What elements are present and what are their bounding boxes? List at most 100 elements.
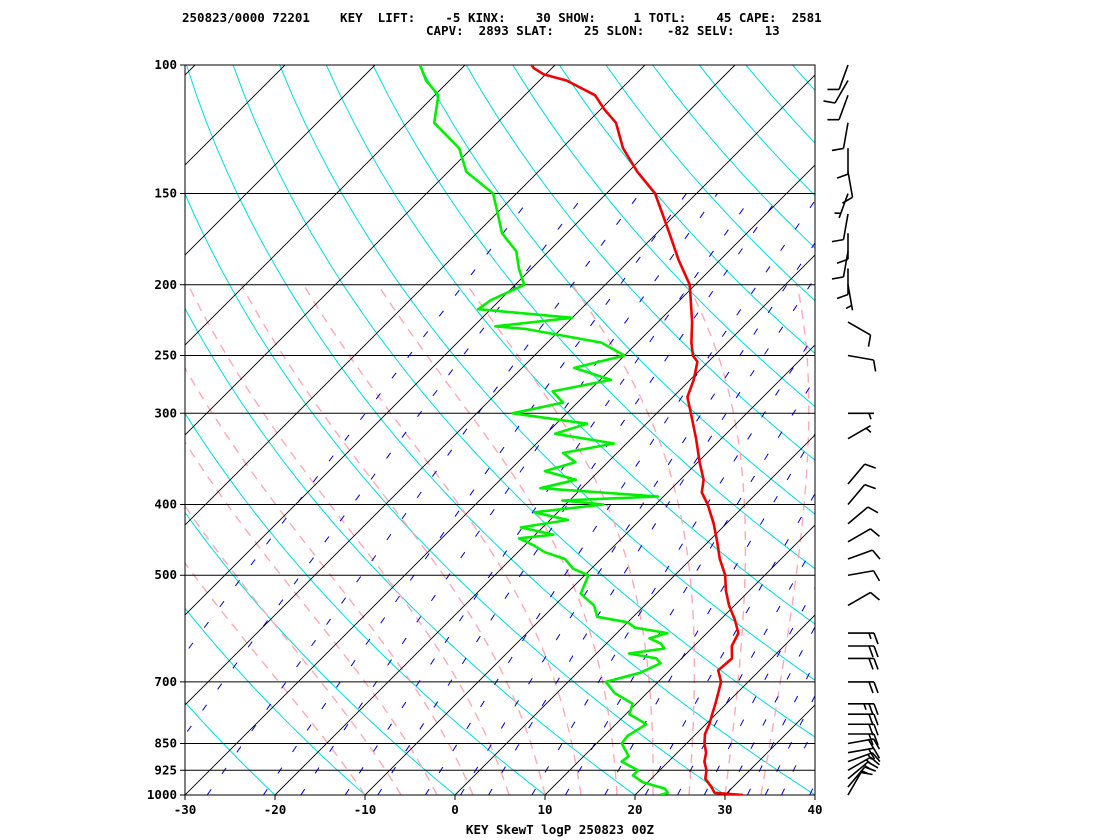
wind-barb	[847, 549, 881, 560]
isotherm--10	[364, 344, 815, 795]
dry-adiabat	[979, 65, 1120, 795]
isotherm--30	[185, 164, 815, 795]
wind-barb	[847, 528, 880, 543]
wind-barb-flag	[868, 703, 874, 716]
header-line-2: CAPV: 2893 SLAT: 25 SLON: -82 SELV: 13	[426, 23, 780, 38]
wind-barb-flag	[864, 483, 876, 490]
pressure-label-925: 925	[154, 762, 177, 777]
moist-adiabat	[466, 284, 654, 795]
wind-barb-half-flag	[863, 764, 870, 770]
dry-adiabat	[1026, 65, 1120, 795]
moist-adiabat	[303, 284, 582, 795]
wind-barb-flag	[873, 658, 879, 670]
wind-barb-flag	[867, 334, 872, 347]
mixing-ratio-line	[703, 586, 815, 795]
isotherm-40	[814, 794, 815, 795]
dry-adiabat	[558, 65, 815, 355]
wind-barb-flag	[872, 738, 881, 750]
wind-barb-flag	[868, 713, 874, 726]
wind-barb-staff	[838, 94, 849, 120]
wind-barbs	[823, 64, 881, 796]
temp-label-30: 30	[717, 802, 732, 817]
wind-barb	[847, 354, 877, 372]
dry-adiabat	[185, 701, 276, 795]
wind-barb	[831, 251, 849, 280]
wind-barb	[827, 94, 849, 121]
wind-barb-flag	[868, 645, 874, 658]
isotherm--50	[185, 65, 736, 616]
wind-barb-flag	[872, 570, 881, 582]
isotherm--80	[185, 65, 466, 346]
wind-barb-staff	[847, 424, 871, 440]
wind-barb	[847, 751, 881, 763]
wind-barb-half-flag	[867, 753, 873, 760]
wind-barb	[848, 632, 879, 645]
moist-adiabat	[377, 284, 618, 795]
isotherm--70	[185, 65, 556, 436]
moist-adiabat	[687, 284, 747, 795]
wind-barb-flag	[831, 147, 844, 152]
isobars	[180, 64, 816, 796]
chart-title: KEY SkewT logP 250823 00Z	[466, 822, 655, 837]
isotherm--20	[274, 254, 815, 795]
pressure-label-500: 500	[154, 567, 177, 582]
pressure-label-300: 300	[154, 405, 177, 420]
wind-barb-flag	[823, 100, 836, 104]
mixing-ratio-line	[488, 276, 815, 795]
temperature-tick-labels: -30 -20 -10 0 10 20 30 40	[174, 795, 823, 817]
pressure-label-150: 150	[154, 186, 177, 201]
wind-barb-staff	[838, 64, 849, 90]
wind-barb-flag	[871, 549, 881, 560]
mixing-ratio-line	[764, 694, 815, 795]
wind-barb-half-flag	[865, 759, 872, 765]
mixing-ratio-line	[185, 193, 535, 655]
wind-barb-flag	[870, 528, 880, 537]
pressure-label-400: 400	[154, 497, 177, 512]
wind-barb-flag	[864, 766, 876, 772]
dry-adiabat	[279, 65, 815, 681]
wind-barb	[836, 268, 849, 300]
wind-barb-staff	[847, 463, 866, 485]
dry-adiabat	[745, 65, 815, 144]
pressure-label-850: 850	[154, 735, 177, 750]
wind-barb-flag	[871, 752, 881, 763]
dewpoint-line	[418, 65, 670, 795]
temp-label-10: 10	[537, 802, 552, 817]
wind-barb-staff	[847, 549, 873, 560]
wind-barb-staff	[847, 528, 871, 543]
wind-barb-flag	[836, 173, 849, 179]
wind-barb-half-flag	[868, 632, 872, 640]
wind-barb-half-flag	[861, 770, 868, 774]
isotherm-30	[724, 704, 815, 795]
wind-barb-flag	[868, 681, 874, 694]
dry-adiabat	[512, 65, 815, 408]
moist-adiabat	[760, 284, 810, 795]
wind-barb-flag	[873, 723, 879, 736]
isotherm-20	[634, 614, 815, 795]
wind-barb	[847, 738, 881, 751]
dry-adiabat	[792, 65, 815, 92]
mixing-ratio-line	[344, 193, 755, 795]
wind-barb-flag	[831, 276, 844, 280]
wind-barb	[847, 463, 876, 485]
dry-adiabat	[886, 65, 1120, 795]
moist-adiabat	[185, 505, 402, 795]
wind-barb	[841, 171, 854, 204]
wind-barb	[836, 233, 849, 264]
isotherms	[185, 65, 815, 795]
wind-barb	[845, 284, 854, 311]
sounding-series	[418, 65, 744, 795]
pressure-tick-labels: 100 150 200 250 300 400 500 700 850 925 1000	[147, 57, 177, 802]
wind-barb-staff	[847, 772, 862, 796]
isotherm--40	[185, 74, 815, 706]
wind-barb-flag	[873, 733, 879, 746]
wind-barb-flag	[867, 739, 876, 751]
wind-barb	[847, 506, 879, 525]
dry-adiabat	[839, 65, 1120, 795]
wind-barb-flag	[868, 723, 874, 736]
wind-barb-flag	[841, 196, 853, 204]
wind-barb	[831, 213, 849, 243]
moist-adiabat	[185, 366, 474, 795]
dry-adiabat	[698, 65, 815, 197]
